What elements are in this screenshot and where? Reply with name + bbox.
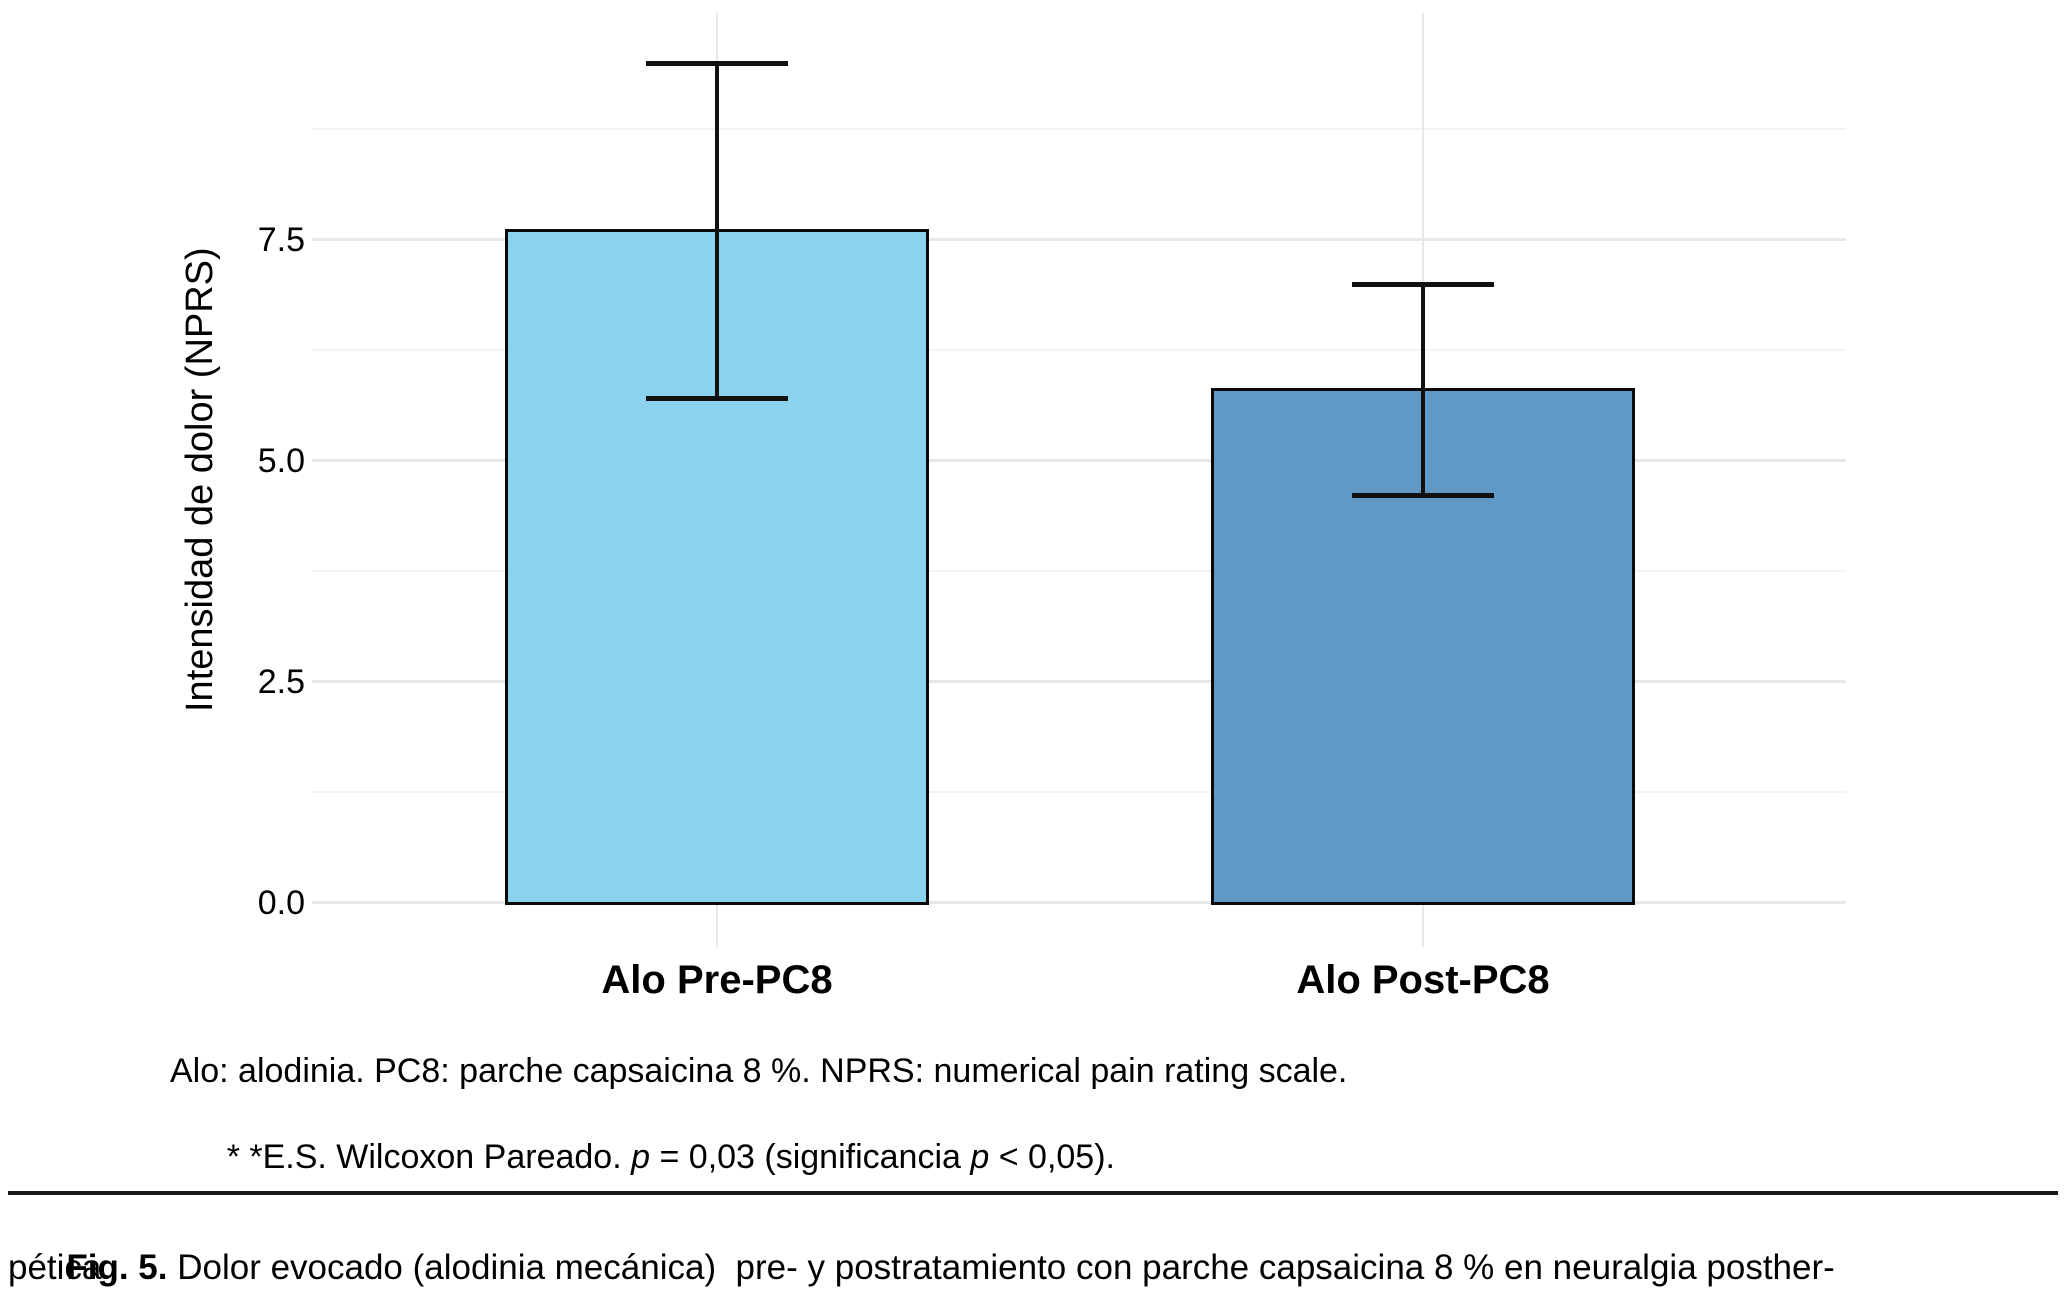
caption-line-2: pética. [8, 1248, 112, 1287]
footnote-text-segment: < 0,05). [989, 1138, 1115, 1176]
caption-divider [8, 1191, 2058, 1195]
y-tick-label: 7.5 [257, 220, 305, 259]
minor-gridline [312, 570, 1846, 573]
footnote-text-segment: = 0,03 (significancia [650, 1138, 971, 1176]
footnote-text-segment: * *E.S. Wilcoxon Pareado. [226, 1138, 632, 1176]
caption-figure-number: Fig. 5. [66, 1248, 168, 1287]
error-bar-cap-top [1352, 282, 1494, 288]
minor-gridline [312, 128, 1846, 131]
major-gridline [312, 901, 1846, 904]
y-tick-label: 2.5 [257, 662, 305, 701]
minor-gridline [312, 349, 1846, 352]
caption-line-1: Fig. 5. Dolor evocado (alodinia mecánica… [8, 1206, 2060, 1287]
major-gridline [312, 458, 1846, 462]
major-gridline [312, 237, 1846, 241]
x-category-label-alo-post-pc8: Alo Post-PC8 [1296, 958, 1550, 1002]
error-bar-cap-bottom [646, 396, 788, 401]
error-bar-line-alo-pre-pc8 [715, 63, 719, 399]
x-category-label-alo-pre-pc8: Alo Pre-PC8 [601, 958, 833, 1002]
p-value-symbol: p [631, 1138, 651, 1176]
y-tick-label: 5.0 [257, 441, 305, 480]
error-bar-cap-top [646, 61, 788, 66]
error-bar-cap-bottom [1352, 493, 1494, 499]
y-tick-label: 0.0 [257, 884, 305, 922]
footnote-line-1: Alo: alodinia. PC8: parche capsaicina 8 … [170, 1052, 1348, 1090]
figure-caption: Fig. 5. Dolor evocado (alodinia mecánica… [8, 1206, 2060, 1288]
y-axis-title: Intensidad de dolor (NPRS) [179, 247, 221, 713]
footnote-line-2: * *E.S. Wilcoxon Pareado. p = 0,03 (sign… [170, 1093, 1347, 1176]
figure-footnote: Alo: alodinia. PC8: parche capsaicina 8 … [170, 1050, 1348, 1176]
major-gridline [312, 679, 1846, 683]
p-value-symbol: p [970, 1138, 990, 1176]
minor-gridline [312, 791, 1846, 794]
error-bar-line-alo-post-pc8 [1421, 284, 1425, 497]
caption-text: Dolor evocado (alodinia mecánica) pre- y… [167, 1248, 1835, 1287]
